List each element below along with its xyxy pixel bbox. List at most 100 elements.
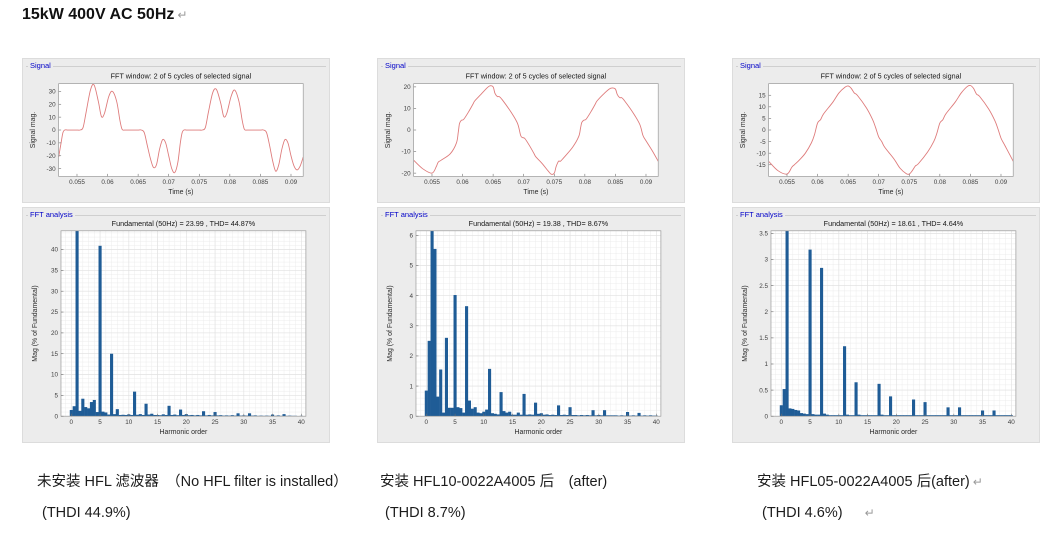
svg-text:15: 15 <box>154 419 162 426</box>
svg-text:40: 40 <box>51 247 59 254</box>
svg-text:0.08: 0.08 <box>934 179 947 186</box>
svg-text:Fundamental (50Hz) = 19.38 , T: Fundamental (50Hz) = 19.38 , THD= 8.67% <box>469 219 609 228</box>
svg-text:5: 5 <box>762 116 766 123</box>
svg-text:-10: -10 <box>402 149 412 156</box>
fft-spectrum-chart: 0 5 10 15 20 25 30 35 40 0 1 2 3 4 5 6 Fundamental (50Hz… <box>378 208 684 442</box>
svg-text:0.065: 0.065 <box>485 179 501 186</box>
svg-text:10: 10 <box>51 372 59 379</box>
svg-text:35: 35 <box>624 419 632 426</box>
signal-panel: Signal 0.055 0.06 0.065 0.07 0.075 0.08 0.085 0… <box>22 58 330 203</box>
svg-text:1: 1 <box>764 361 768 368</box>
svg-text:20: 20 <box>49 101 57 108</box>
document-title: 15kW 400V AC 50Hz ↵ <box>22 6 187 24</box>
fft-analysis-panel: FFT analysis 0 5 10 15 20 25 30 35 40 0 1 2 3 4 5 6 Fund… <box>377 207 685 443</box>
svg-text:1: 1 <box>409 383 413 390</box>
caption-block: 未安装 HFL 滤波器 （No HFL filter is installed）… <box>22 470 348 521</box>
svg-text:-10: -10 <box>757 150 767 157</box>
svg-text:5: 5 <box>409 263 413 270</box>
svg-text:-10: -10 <box>47 140 57 147</box>
svg-text:0.085: 0.085 <box>608 179 624 186</box>
svg-text:10: 10 <box>404 106 412 113</box>
svg-text:0: 0 <box>70 419 74 426</box>
caption-block: 安装 HFL05-0022A4005 后(after) ↵ (THDI 4.6%)… <box>732 470 1040 521</box>
svg-text:0.075: 0.075 <box>191 179 207 186</box>
fft-analysis-panel: FFT analysis 0 5 10 15 20 25 30 35 40 0 5 10 15 20 25 3… <box>22 207 330 443</box>
svg-text:0.06: 0.06 <box>101 179 114 186</box>
svg-text:0.085: 0.085 <box>253 179 269 186</box>
svg-text:2: 2 <box>409 353 413 360</box>
svg-text:0: 0 <box>52 127 56 134</box>
svg-text:Harmonic order: Harmonic order <box>160 429 208 436</box>
svg-text:0: 0 <box>762 127 766 134</box>
svg-text:Mag (% of Fundamental): Mag (% of Fundamental) <box>387 285 394 361</box>
svg-text:20: 20 <box>893 419 901 426</box>
svg-text:10: 10 <box>49 114 57 121</box>
svg-text:40: 40 <box>298 419 306 426</box>
svg-text:25: 25 <box>51 309 59 316</box>
svg-text:25: 25 <box>922 419 930 426</box>
svg-text:0.075: 0.075 <box>901 179 917 186</box>
svg-text:Signal mag.: Signal mag. <box>385 112 392 148</box>
svg-text:Fundamental (50Hz) = 23.99 , T: Fundamental (50Hz) = 23.99 , THD= 44.87% <box>112 219 256 228</box>
svg-text:0.055: 0.055 <box>779 179 795 186</box>
svg-text:0: 0 <box>54 413 58 420</box>
svg-text:30: 30 <box>49 89 57 96</box>
svg-text:40: 40 <box>653 419 661 426</box>
svg-text:Signal mag.: Signal mag. <box>740 112 747 148</box>
svg-text:20: 20 <box>404 84 412 91</box>
svg-text:5: 5 <box>54 393 58 400</box>
svg-text:0: 0 <box>407 127 411 134</box>
svg-text:0: 0 <box>425 419 429 426</box>
svg-text:0.09: 0.09 <box>285 179 298 186</box>
svg-text:0.5: 0.5 <box>759 387 768 394</box>
signal-panel-label: Signal <box>383 61 408 70</box>
svg-text:0: 0 <box>764 413 768 420</box>
svg-text:1.5: 1.5 <box>759 335 768 342</box>
svg-text:0: 0 <box>780 419 784 426</box>
paragraph-mark-icon: ↵ <box>864 506 875 520</box>
svg-text:-15: -15 <box>757 162 767 169</box>
svg-text:15: 15 <box>509 419 517 426</box>
svg-text:0.055: 0.055 <box>69 179 85 186</box>
svg-text:10: 10 <box>125 419 133 426</box>
svg-text:0.06: 0.06 <box>456 179 469 186</box>
svg-text:10: 10 <box>835 419 843 426</box>
svg-text:15: 15 <box>864 419 872 426</box>
svg-text:35: 35 <box>51 268 59 275</box>
svg-text:Mag (% of Fundamental): Mag (% of Fundamental) <box>32 285 39 361</box>
caption-block: 安装 HFL10-0022A4005 后 (after) (THDI 8.7%) <box>377 470 685 521</box>
svg-text:0.085: 0.085 <box>963 179 979 186</box>
svg-text:30: 30 <box>950 419 958 426</box>
fft-spectrum-chart: 0 5 10 15 20 25 30 35 40 0 5 10 15 20 25 30 35 40 Fundamen… <box>23 208 329 442</box>
result-column-hfl10: Signal 0.055 0.06 0.065 0.07 0.075 0.08 0.085 0… <box>377 58 685 521</box>
svg-text:3: 3 <box>764 257 768 264</box>
caption-line1: 安装 HFL05-0022A4005 后(after) <box>757 474 970 490</box>
svg-text:2.5: 2.5 <box>759 283 768 290</box>
svg-text:Signal mag.: Signal mag. <box>30 112 37 148</box>
fft-panel-label: FFT analysis <box>383 210 430 219</box>
caption-line1: 安装 HFL10-0022A4005 后 (after) <box>380 474 608 490</box>
svg-text:0.09: 0.09 <box>640 179 653 186</box>
svg-text:FFT window: 2 of 5 cycles of s: FFT window: 2 of 5 cycles of selected si… <box>111 72 252 81</box>
signal-panel-label: Signal <box>28 61 53 70</box>
svg-text:Mag (% of Fundamental): Mag (% of Fundamental) <box>742 285 749 361</box>
svg-text:5: 5 <box>453 419 457 426</box>
svg-text:0.08: 0.08 <box>579 179 592 186</box>
svg-text:-20: -20 <box>402 170 412 177</box>
svg-text:25: 25 <box>567 419 575 426</box>
signal-panel: Signal 0.055 0.06 0.065 0.07 0.075 0.08 0.085 0… <box>732 58 1040 203</box>
svg-text:0.075: 0.075 <box>546 179 562 186</box>
svg-text:5: 5 <box>808 419 812 426</box>
signal-waveform-chart: 0.055 0.06 0.065 0.07 0.075 0.08 0.085 0.09 -15 -… <box>733 59 1039 202</box>
svg-text:5: 5 <box>98 419 102 426</box>
svg-text:10: 10 <box>480 419 488 426</box>
svg-text:Time (s): Time (s) <box>523 189 548 196</box>
caption-line2: (THDI 4.6%) <box>762 505 843 521</box>
svg-text:0.07: 0.07 <box>163 179 176 186</box>
svg-text:40: 40 <box>1008 419 1016 426</box>
svg-text:4: 4 <box>409 293 413 300</box>
svg-text:30: 30 <box>595 419 603 426</box>
svg-text:0.08: 0.08 <box>224 179 237 186</box>
svg-text:0.07: 0.07 <box>873 179 886 186</box>
